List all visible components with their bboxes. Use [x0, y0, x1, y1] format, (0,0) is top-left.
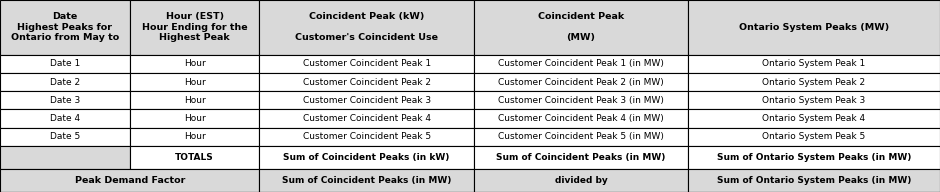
Bar — [474, 73, 688, 91]
Bar — [130, 73, 259, 91]
Bar — [130, 146, 259, 169]
Text: Hour: Hour — [183, 59, 206, 68]
Text: Date 5: Date 5 — [50, 132, 80, 141]
Bar — [259, 146, 474, 169]
Bar — [259, 109, 474, 128]
Bar — [130, 55, 259, 73]
Bar — [688, 73, 940, 91]
Text: Sum of Ontario System Peaks (in MW): Sum of Ontario System Peaks (in MW) — [717, 176, 911, 185]
Text: Hour: Hour — [183, 114, 206, 123]
Text: Date 4: Date 4 — [50, 114, 80, 123]
Text: Customer Coincident Peak 4: Customer Coincident Peak 4 — [303, 114, 431, 123]
Text: Date 1: Date 1 — [50, 59, 80, 68]
Text: Ontario System Peaks (MW): Ontario System Peaks (MW) — [739, 23, 889, 32]
Bar — [474, 169, 688, 192]
Bar — [259, 55, 474, 73]
Bar — [130, 128, 259, 146]
Bar — [259, 73, 474, 91]
Text: Sum of Coincident Peaks (in kW): Sum of Coincident Peaks (in kW) — [284, 153, 449, 162]
Text: Customer Coincident Peak 3: Customer Coincident Peak 3 — [303, 96, 431, 105]
Text: Customer Coincident Peak 2 (in MW): Customer Coincident Peak 2 (in MW) — [498, 78, 664, 87]
Text: Customer Coincident Peak 5 (in MW): Customer Coincident Peak 5 (in MW) — [498, 132, 664, 141]
Text: Customer Coincident Peak 3 (in MW): Customer Coincident Peak 3 (in MW) — [498, 96, 664, 105]
Bar — [474, 128, 688, 146]
Text: Customer Coincident Peak 5: Customer Coincident Peak 5 — [303, 132, 431, 141]
Bar — [0, 109, 130, 128]
Bar — [688, 146, 940, 169]
Bar — [474, 0, 688, 55]
Text: Ontario System Peak 4: Ontario System Peak 4 — [762, 114, 866, 123]
Text: divided by: divided by — [555, 176, 607, 185]
Text: Ontario System Peak 5: Ontario System Peak 5 — [762, 132, 866, 141]
Text: Ontario System Peak 2: Ontario System Peak 2 — [762, 78, 866, 87]
Bar — [0, 55, 130, 73]
Bar — [688, 169, 940, 192]
Text: Sum of Coincident Peaks (in MW): Sum of Coincident Peaks (in MW) — [496, 153, 666, 162]
Bar — [130, 91, 259, 109]
Text: Peak Demand Factor: Peak Demand Factor — [74, 176, 185, 185]
Text: Ontario System Peak 1: Ontario System Peak 1 — [762, 59, 866, 68]
Bar — [474, 109, 688, 128]
Text: Date
Highest Peaks for
Ontario from May to: Date Highest Peaks for Ontario from May … — [10, 12, 119, 42]
Text: Hour: Hour — [183, 78, 206, 87]
Bar — [474, 146, 688, 169]
Text: Sum of Coincident Peaks (in MW): Sum of Coincident Peaks (in MW) — [282, 176, 451, 185]
Bar — [0, 146, 130, 169]
Bar — [0, 128, 130, 146]
Bar — [474, 55, 688, 73]
Text: Ontario System Peak 3: Ontario System Peak 3 — [762, 96, 866, 105]
Bar — [259, 0, 474, 55]
Bar — [0, 91, 130, 109]
Bar — [0, 73, 130, 91]
Text: Customer Coincident Peak 2: Customer Coincident Peak 2 — [303, 78, 431, 87]
Bar — [688, 91, 940, 109]
Bar — [474, 91, 688, 109]
Bar — [259, 91, 474, 109]
Text: Date 2: Date 2 — [50, 78, 80, 87]
Bar — [688, 128, 940, 146]
Bar — [688, 109, 940, 128]
Bar — [259, 128, 474, 146]
Bar — [259, 169, 474, 192]
Text: Customer Coincident Peak 4 (in MW): Customer Coincident Peak 4 (in MW) — [498, 114, 664, 123]
Text: Coincident Peak (kW)

Customer's Coincident Use: Coincident Peak (kW) Customer's Coincide… — [295, 12, 438, 42]
Text: Sum of Ontario System Peaks (in MW): Sum of Ontario System Peaks (in MW) — [717, 153, 911, 162]
Bar — [688, 0, 940, 55]
Bar — [0, 169, 259, 192]
Text: Hour (EST)
Hour Ending for the
Highest Peak: Hour (EST) Hour Ending for the Highest P… — [142, 12, 247, 42]
Text: Date 3: Date 3 — [50, 96, 80, 105]
Text: Coincident Peak

(MW): Coincident Peak (MW) — [538, 12, 624, 42]
Text: Hour: Hour — [183, 96, 206, 105]
Bar — [130, 109, 259, 128]
Bar — [130, 0, 259, 55]
Bar — [0, 0, 130, 55]
Text: Customer Coincident Peak 1 (in MW): Customer Coincident Peak 1 (in MW) — [498, 59, 664, 68]
Text: TOTALS: TOTALS — [175, 153, 214, 162]
Text: Hour: Hour — [183, 132, 206, 141]
Bar — [688, 55, 940, 73]
Text: Customer Coincident Peak 1: Customer Coincident Peak 1 — [303, 59, 431, 68]
